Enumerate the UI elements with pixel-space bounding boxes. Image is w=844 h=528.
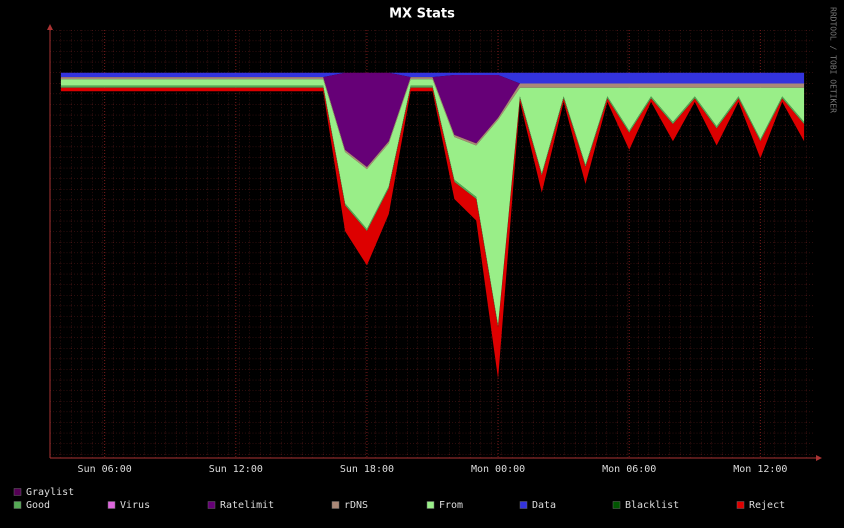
legend-swatch [612, 501, 621, 509]
x-tick-label: Sun 18:00 [340, 464, 394, 475]
legend-swatch [736, 501, 745, 509]
legend-label: rDNS [344, 500, 368, 511]
legend-label: Reject [749, 500, 785, 511]
x-arrow [816, 455, 822, 461]
x-tick-label: Mon 12:00 [733, 464, 787, 475]
legend-swatch [331, 501, 340, 509]
x-tick-label: Sun 12:00 [209, 464, 263, 475]
area [60, 79, 805, 326]
y-arrow [47, 24, 53, 30]
legend-label: From [439, 500, 463, 511]
legend-label: Virus [120, 500, 150, 511]
legend: Graylist Good Virus Ratelimit rDNS From Data Bl… [13, 487, 785, 511]
legend-label: Graylist [26, 487, 74, 498]
legend-label: Blacklist [625, 500, 679, 511]
area [60, 87, 805, 379]
x-tick-label: Mon 06:00 [602, 464, 656, 475]
legend-label: Good [26, 500, 50, 511]
legend-swatch [519, 501, 528, 509]
legend-label: Ratelimit [220, 500, 274, 511]
x-tick-label: Mon 00:00 [471, 464, 525, 475]
legend-swatch [207, 501, 216, 509]
legend-swatch [426, 501, 435, 509]
legend-swatch [13, 488, 22, 496]
legend-swatch [107, 501, 116, 509]
plot-area [60, 30, 805, 458]
area [60, 72, 805, 84]
side-label: RRDTOOL / TOBI OETIKER [829, 7, 838, 113]
x-tick-label: Sun 06:00 [78, 464, 132, 475]
area [60, 85, 805, 328]
area [60, 77, 805, 170]
legend-label: Data [532, 500, 556, 511]
legend-swatch [13, 501, 22, 509]
chart-title: MX Stats [389, 7, 455, 22]
